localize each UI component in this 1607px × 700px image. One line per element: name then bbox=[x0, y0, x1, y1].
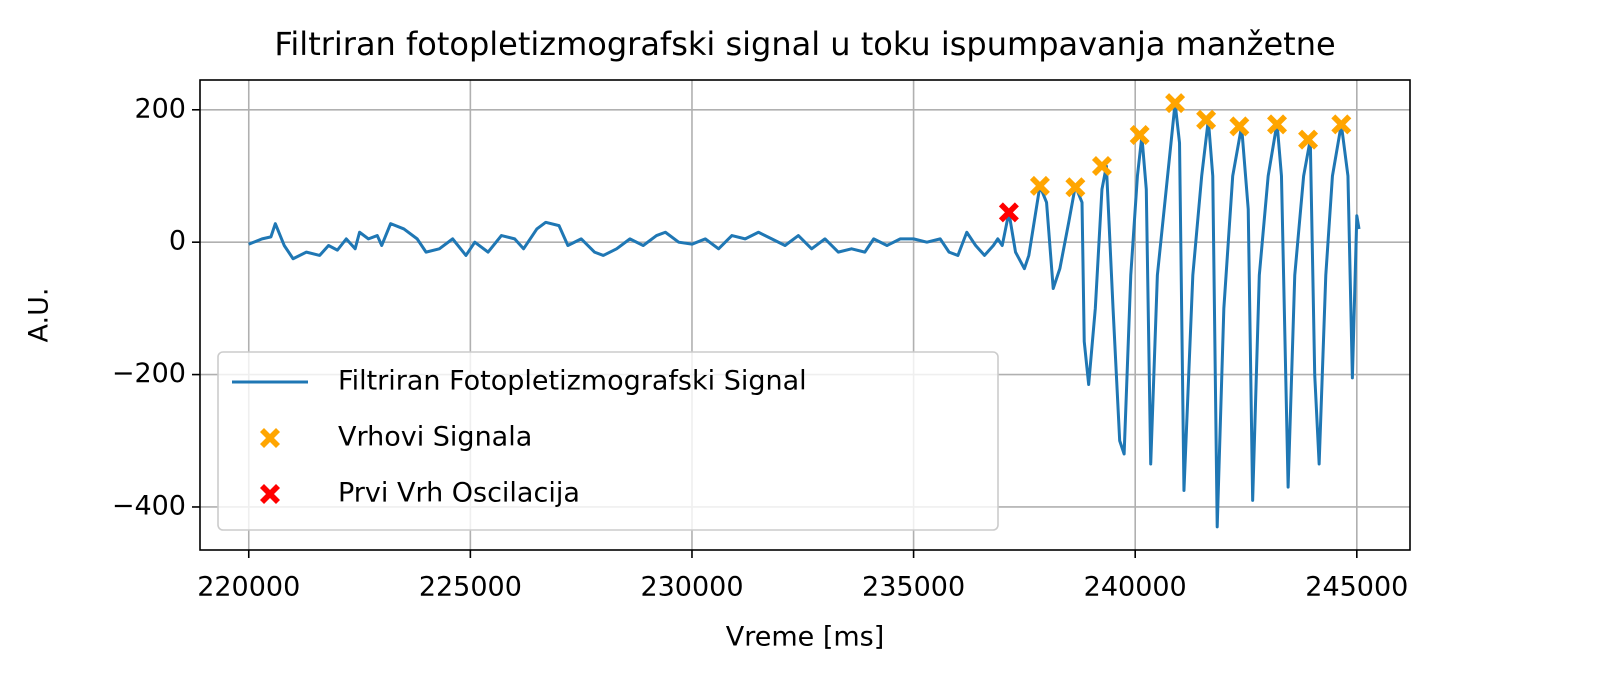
peak-marker bbox=[1029, 175, 1050, 196]
y-tick-label: 200 bbox=[134, 93, 186, 124]
x-tick-label: 220000 bbox=[197, 572, 300, 603]
plot-frame bbox=[199, 79, 1411, 551]
legend-marker bbox=[260, 484, 280, 504]
peak-marker bbox=[1196, 109, 1217, 130]
legend-label: Filtriran Fotopletizmografski Signal bbox=[338, 366, 807, 397]
y-tick-label: −400 bbox=[112, 490, 186, 521]
legend-marker bbox=[260, 428, 280, 448]
x-tick-label: 235000 bbox=[862, 572, 965, 603]
chart-title: Filtriran fotopletizmografski signal u t… bbox=[274, 25, 1335, 63]
legend-label: Vrhovi Signala bbox=[338, 422, 532, 453]
x-tick-label: 230000 bbox=[640, 572, 743, 603]
peak-marker bbox=[1267, 114, 1288, 135]
x-tick-label: 225000 bbox=[419, 572, 522, 603]
legend-label: Prvi Vrh Oscilacija bbox=[338, 478, 580, 509]
y-tick-label: 0 bbox=[169, 226, 186, 257]
peak-marker bbox=[1331, 114, 1352, 135]
peak-marker bbox=[1065, 177, 1086, 198]
x-tick-label: 245000 bbox=[1305, 572, 1408, 603]
x-axis-label: Vreme [ms] bbox=[726, 622, 885, 653]
peak-marker bbox=[1298, 129, 1319, 150]
peak-marker bbox=[1165, 93, 1186, 114]
peak-marker bbox=[1129, 124, 1150, 145]
peak-marker bbox=[1229, 116, 1250, 137]
signal-line bbox=[248, 101, 1361, 529]
y-tick-label: −200 bbox=[112, 358, 186, 389]
y-axis-label: A.U. bbox=[24, 288, 55, 343]
peak-marker bbox=[1091, 156, 1112, 177]
x-tick-label: 240000 bbox=[1084, 572, 1187, 603]
peak-marker bbox=[998, 202, 1019, 223]
legend-box bbox=[217, 351, 999, 531]
